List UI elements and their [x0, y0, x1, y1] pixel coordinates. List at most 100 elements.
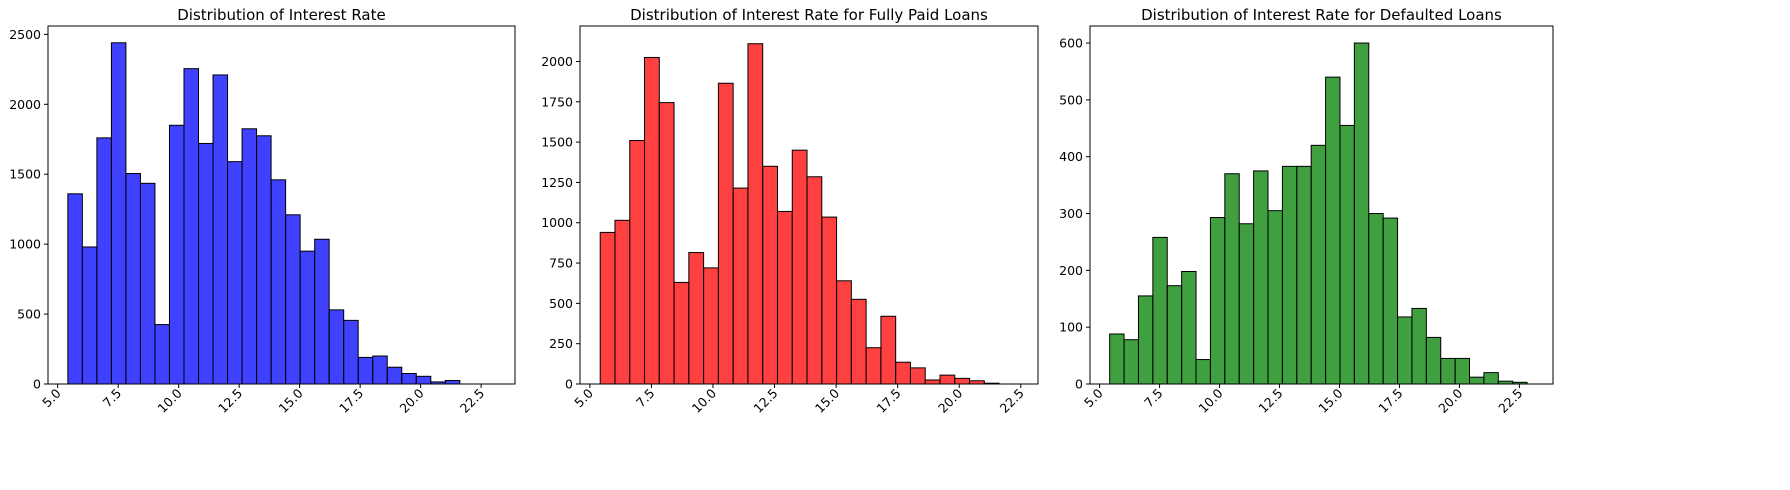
histogram-bar	[299, 250, 316, 385]
histogram-bar	[865, 347, 882, 385]
histogram-bar	[154, 324, 170, 385]
histogram-bar	[401, 373, 417, 385]
x-tick-label: 5.0	[1081, 385, 1106, 410]
histogram-bar	[1195, 359, 1211, 385]
y-tick-label: 1250	[541, 175, 573, 190]
y-tick-label: 750	[549, 256, 573, 271]
y-tick-label: 500	[549, 296, 573, 311]
x-tick-label: 20.0	[935, 385, 965, 415]
histogram-bar	[791, 149, 808, 385]
histogram-bar	[806, 176, 823, 385]
x-tick-label: 12.5	[215, 386, 245, 416]
histogram-bar	[1181, 270, 1197, 385]
histogram-bar	[1109, 333, 1125, 385]
histogram-bar	[285, 214, 301, 385]
y-tick-label: 1000	[9, 237, 41, 252]
histogram-bar	[386, 366, 403, 385]
histogram-bar	[732, 187, 749, 385]
x-tick-label: 7.5	[100, 386, 125, 411]
histogram-bar	[836, 280, 852, 385]
y-tick-label: 1750	[541, 94, 573, 109]
histogram-bar	[1224, 173, 1240, 385]
histogram-bar	[895, 361, 911, 385]
y-tick-label: 2000	[9, 97, 41, 112]
chart-title: Distribution of Interest Rate for Fully …	[630, 6, 988, 24]
y-tick-label: 0	[33, 377, 41, 392]
histogram-bar	[658, 102, 675, 385]
y-tick-label: 2500	[9, 27, 41, 42]
x-tick-label: 20.0	[1435, 385, 1465, 415]
histogram-bar	[1137, 295, 1154, 385]
histogram-bar	[183, 68, 200, 385]
x-tick-label: 22.5	[1495, 386, 1525, 416]
axes-frame	[1089, 25, 1554, 385]
histogram-bar	[96, 137, 112, 385]
histogram-bar	[1325, 76, 1341, 385]
histogram-bar	[372, 355, 388, 385]
histogram-bar	[1353, 42, 1370, 385]
y-tick-label: 1500	[541, 135, 573, 150]
histogram-bar	[1339, 124, 1355, 385]
histogram-bar	[924, 379, 941, 385]
histogram-bar	[198, 142, 214, 385]
histogram-bar	[241, 128, 258, 385]
histogram-bar	[954, 377, 971, 385]
x-tick-label: 5.0	[571, 385, 596, 410]
histogram-bar	[1281, 165, 1298, 385]
y-tick-label: 100	[1059, 320, 1083, 335]
x-tick-label: 17.5	[1375, 386, 1405, 416]
histogram-bar	[1296, 165, 1312, 385]
histogram-bar	[1238, 223, 1255, 385]
x-tick-label: 7.5	[633, 386, 658, 411]
histogram-bar	[343, 319, 359, 385]
histogram-bar	[110, 42, 127, 385]
x-tick-label: 5.0	[39, 385, 64, 410]
y-tick-label: 1500	[9, 167, 41, 182]
histogram-bar	[880, 315, 897, 385]
histogram-bar	[139, 182, 156, 385]
x-tick-label: 15.0	[812, 385, 842, 415]
histogram-bar	[1368, 213, 1384, 385]
histogram-bar	[314, 238, 330, 385]
histogram-bar	[1152, 236, 1168, 385]
chart-panel-1: Distribution of Interest Rate 0 500 1000 150…	[9, 6, 516, 416]
histogram-bar	[1382, 217, 1399, 385]
y-tick-label: 200	[1059, 263, 1083, 278]
histogram-bar	[1425, 336, 1442, 385]
y-tick-label: 250	[549, 336, 573, 351]
chart-panel-2: Distribution of Interest Rate for Fully …	[541, 6, 1039, 416]
axes-frame	[47, 25, 516, 385]
histogram-bar	[125, 173, 141, 385]
histogram-bar	[1123, 339, 1139, 385]
axes-frame	[579, 25, 1039, 385]
x-tick-label: 12.5	[750, 386, 780, 416]
histogram-bar	[629, 139, 646, 385]
x-tick-label: 22.5	[457, 386, 487, 416]
histogram-bar	[821, 216, 838, 385]
histogram-bar	[1411, 307, 1427, 385]
x-tick-label: 22.5	[997, 386, 1027, 416]
histogram-bar	[717, 82, 734, 385]
histogram-bar	[256, 135, 272, 385]
histogram-bar	[939, 374, 956, 385]
x-tick-label: 15.0	[275, 385, 305, 415]
x-tick-label: 17.5	[873, 386, 903, 416]
histogram-bar	[1469, 376, 1485, 385]
histogram-bar	[168, 124, 185, 385]
histogram-bar	[644, 56, 660, 385]
y-tick-label: 2000	[541, 54, 573, 69]
histogram-bar	[688, 252, 705, 385]
x-tick-label: 20.0	[396, 385, 426, 415]
histogram-bar	[227, 161, 243, 385]
histogram-bar	[1267, 210, 1283, 385]
y-tick-label: 500	[17, 307, 41, 322]
histogram-bar	[703, 267, 719, 385]
histogram-bar	[415, 375, 432, 385]
histogram-bar	[747, 43, 764, 385]
histogram-bar	[1454, 357, 1471, 385]
histogram-bar	[328, 309, 345, 385]
histogram-bar	[1483, 372, 1499, 385]
histogram-bar	[850, 298, 867, 385]
chart-title: Distribution of Interest Rate	[177, 6, 385, 24]
histogram-bar	[212, 74, 229, 385]
